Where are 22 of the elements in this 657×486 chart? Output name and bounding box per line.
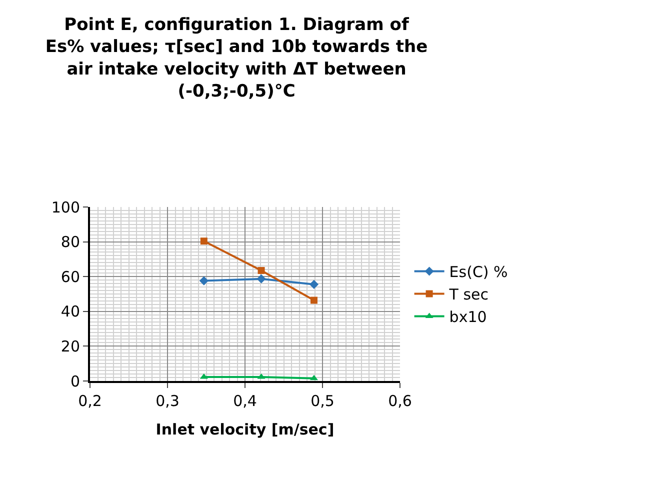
point	[258, 267, 265, 274]
y-tick-label: 100	[51, 198, 80, 216]
y-tick-label: 40	[60, 302, 80, 321]
y-tick-label: 60	[60, 268, 80, 286]
point	[309, 280, 319, 289]
x-axis-title: Inlet velocity [m/sec]	[156, 420, 334, 438]
legend-label: T sec	[448, 286, 489, 304]
x-tick-label: 0,3	[156, 392, 180, 410]
x-tick-label: 0,2	[78, 392, 102, 410]
point	[200, 238, 208, 245]
y-tick-label: 20	[60, 337, 80, 356]
point	[199, 276, 208, 286]
x-tick-label: 0,5	[310, 392, 334, 410]
x-tick-label: 0,4	[233, 392, 257, 410]
legend-label: Es(C) %	[449, 263, 508, 282]
point	[310, 296, 318, 304]
chart-title: Point E, configuration 1. Diagram of Es% values; τ[sec] and 10b towards the air intake velocity with ΔT between (-0,3;-0,5)°C	[45, 15, 428, 102]
point	[256, 274, 266, 284]
y-tick-label: 80	[60, 233, 80, 252]
y-tick-label: 0	[70, 372, 80, 390]
legend-label: bx10	[449, 308, 487, 326]
x-tick-label: 0,6	[388, 392, 412, 410]
